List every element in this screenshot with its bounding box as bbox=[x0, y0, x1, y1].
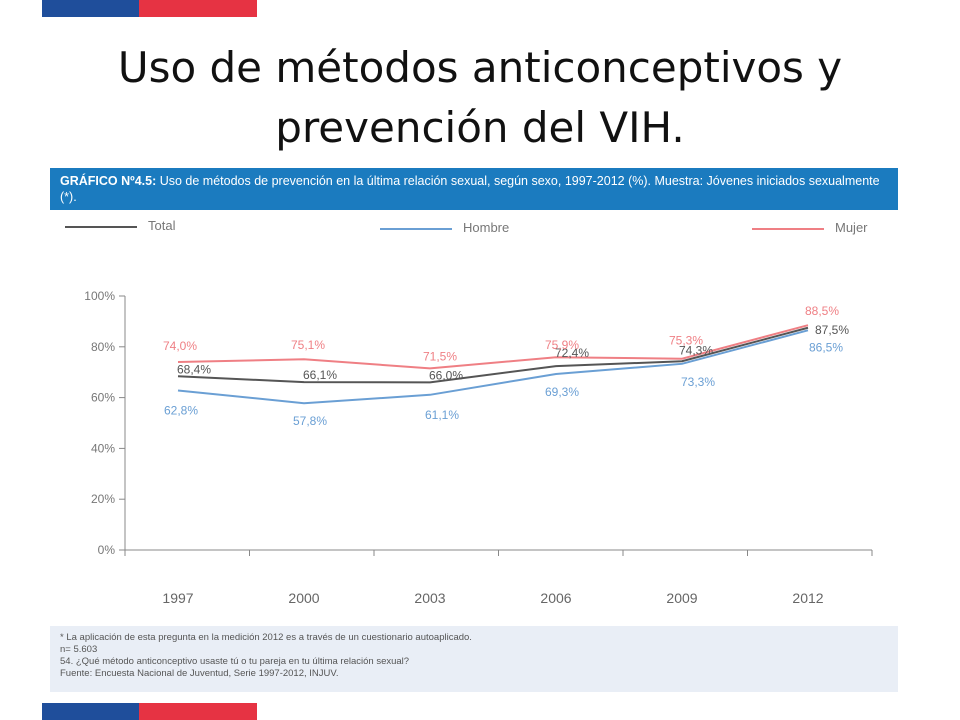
legend-label-mujer: Mujer bbox=[835, 220, 868, 235]
x-tick-label: 2012 bbox=[792, 590, 823, 606]
series-line-hombre bbox=[177, 329, 809, 405]
flag-blue-stripe bbox=[42, 0, 139, 17]
note-line: n= 5.603 bbox=[60, 644, 98, 655]
y-tick-label: 60% bbox=[91, 391, 115, 405]
x-tick-label: 2000 bbox=[288, 590, 319, 606]
chart-header: GRÁFICO Nº4.5: Uso de métodos de prevenc… bbox=[50, 168, 898, 210]
chart-header-text: Uso de métodos de prevención en la últim… bbox=[60, 174, 880, 204]
flag-red-stripe bbox=[139, 0, 257, 17]
data-label-hombre: 86,5% bbox=[809, 340, 843, 354]
series-line-mujer bbox=[177, 324, 809, 370]
slide-title-line-2: prevención del VIH. bbox=[275, 103, 685, 152]
x-tick-label: 2003 bbox=[414, 590, 445, 606]
data-label-mujer: 71,5% bbox=[423, 349, 457, 363]
data-label-total: 66,1% bbox=[303, 368, 337, 382]
slide-title: Uso de métodos anticonceptivos y prevenc… bbox=[0, 38, 960, 158]
data-label-mujer: 75,1% bbox=[291, 338, 325, 352]
line-chart: 0% 20% 40% 60% 80% 100% 1997 2000 2003 2006 2009 20… bbox=[84, 289, 873, 606]
legend-line-hombre bbox=[380, 228, 452, 230]
note-line: 54. ¿Qué método anticonceptivo usaste tú… bbox=[60, 656, 410, 667]
data-label-mujer: 74,0% bbox=[163, 339, 197, 353]
data-label-hombre: 73,3% bbox=[681, 375, 715, 389]
legend-label-hombre: Hombre bbox=[463, 220, 510, 235]
data-label-hombre: 62,8% bbox=[164, 403, 198, 417]
data-label-mujer: 88,5% bbox=[805, 304, 839, 318]
data-label-hombre: 61,1% bbox=[425, 408, 459, 422]
data-label-hombre: 69,3% bbox=[545, 385, 579, 399]
data-label-mujer: 75,9% bbox=[545, 338, 579, 352]
y-tick-label: 40% bbox=[91, 441, 115, 455]
chart-notes: * La aplicación de esta pregunta en la m… bbox=[50, 626, 898, 692]
note-line: Fuente: Encuesta Nacional de Juventud, S… bbox=[60, 668, 339, 679]
legend-line-total bbox=[65, 226, 137, 228]
data-label-total: 68,4% bbox=[177, 362, 211, 376]
data-label-total: 74,3% bbox=[679, 343, 713, 357]
slide-title-line-1: Uso de métodos anticonceptivos y bbox=[117, 43, 843, 92]
data-label-total: 72,4% bbox=[555, 346, 589, 360]
data-label-total: 66,0% bbox=[429, 368, 463, 382]
x-tick-label: 1997 bbox=[162, 590, 193, 606]
y-tick-label: 80% bbox=[91, 340, 115, 354]
y-tick-label: 100% bbox=[84, 289, 115, 303]
data-label-hombre: 57,8% bbox=[293, 414, 327, 428]
flag-red-stripe bbox=[139, 703, 257, 720]
series-line-total bbox=[177, 326, 809, 384]
x-tick-label: 2006 bbox=[540, 590, 571, 606]
y-tick-label: 20% bbox=[91, 492, 115, 506]
note-line: * La aplicación de esta pregunta en la m… bbox=[60, 632, 472, 643]
legend-line-mujer bbox=[752, 228, 824, 230]
flag-blue-stripe bbox=[42, 703, 139, 720]
x-tick-label: 2009 bbox=[666, 590, 697, 606]
y-tick-label: 0% bbox=[98, 543, 116, 557]
legend-label-total: Total bbox=[148, 218, 176, 233]
data-label-mujer: 75,3% bbox=[669, 334, 703, 348]
data-label-total: 87,5% bbox=[815, 323, 849, 337]
chart-header-label: GRÁFICO Nº4.5: bbox=[60, 174, 157, 188]
